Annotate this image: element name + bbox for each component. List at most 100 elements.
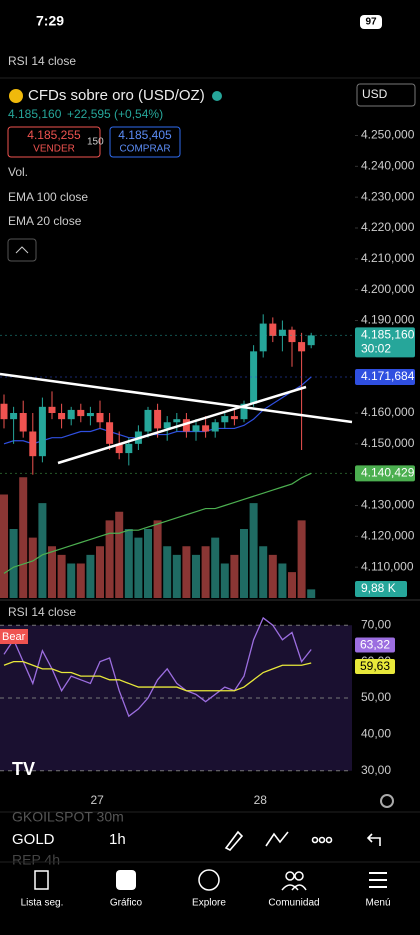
- volume-bar: [268, 554, 277, 598]
- rsi-tick-label: 50,00: [361, 690, 391, 704]
- hidden-row: GKOILSPOT 30m: [12, 809, 124, 825]
- indicator-label: RSI 14 close: [8, 54, 76, 68]
- candle-body: [259, 323, 267, 352]
- rsi-badge-label: 63,32: [360, 638, 390, 652]
- rsi-line: [3, 616, 312, 718]
- volume-bar: [201, 546, 210, 598]
- candle-body: [278, 329, 286, 336]
- candle-body: [29, 431, 37, 457]
- toolbar-symbol[interactable]: GOLD: [12, 831, 55, 848]
- spread: 150: [87, 137, 104, 148]
- nav-icon: [34, 870, 49, 890]
- y-tick-label: 4.220,000: [361, 220, 415, 234]
- collapse-button[interactable]: [7, 238, 37, 262]
- volume-bar: [297, 520, 306, 598]
- settings-icon[interactable]: [380, 794, 394, 808]
- rsi-tick-label: 30,00: [361, 763, 391, 777]
- status-time: 7:29: [36, 13, 64, 29]
- buy-button[interactable]: [109, 126, 181, 158]
- nav-label[interactable]: Lista seg.: [21, 898, 64, 909]
- volume-bar: [96, 546, 104, 598]
- volume-bar: [163, 546, 172, 598]
- rsi-badge-label: 59,63: [360, 659, 390, 673]
- volume-bar: [105, 520, 114, 598]
- buy-label: COMPRAR: [119, 144, 170, 155]
- currency: USD: [362, 87, 388, 101]
- price-badge-label: 4.185,160: [361, 328, 415, 342]
- candle-body: [202, 425, 210, 432]
- toolbar-interval[interactable]: 1h: [109, 831, 126, 848]
- y-tick-label: 4.210,000: [361, 251, 415, 265]
- rsi-tick-label: 40,00: [361, 727, 391, 741]
- price-badge-label: 4.171,684: [361, 369, 415, 383]
- volume-bar: [9, 529, 18, 598]
- volume-bar: [76, 563, 85, 598]
- volume-bar: [144, 529, 152, 598]
- volume-bar: [278, 563, 287, 598]
- volume-bar: [115, 511, 124, 598]
- bear-label: Bear: [2, 631, 26, 643]
- candle-body: [0, 403, 8, 420]
- chevron: [15, 246, 29, 254]
- y-tick-label: 4.230,000: [361, 189, 415, 203]
- nav-label[interactable]: Explore: [192, 898, 226, 909]
- nav-label[interactable]: Comunidad: [268, 898, 319, 909]
- volume-bar: [240, 529, 248, 598]
- candle-body: [163, 422, 171, 429]
- sell-button[interactable]: [7, 126, 101, 158]
- candle-body: [86, 413, 94, 417]
- candle-body: [173, 419, 181, 423]
- candle-body: [96, 413, 104, 423]
- x-tick-label: 27: [90, 793, 104, 807]
- battery: [360, 15, 382, 29]
- rsi-badge: [355, 637, 395, 653]
- draw-icon[interactable]: [224, 830, 244, 851]
- ema-line: [3, 472, 312, 574]
- candle-body: [192, 425, 200, 432]
- volume-bar: [307, 589, 316, 598]
- candle-body: [125, 443, 133, 454]
- volume-bar: [259, 546, 268, 598]
- more-icon[interactable]: [311, 836, 333, 844]
- volume-bar: [38, 503, 47, 598]
- rsi-title: RSI 14 close: [8, 605, 76, 619]
- volume-bar: [249, 503, 258, 598]
- undo-icon[interactable]: [366, 833, 381, 846]
- volume-bar: [192, 554, 200, 598]
- rsi-badge: [355, 658, 395, 674]
- ema20-label: EMA 20 close: [8, 214, 82, 228]
- y-tick-label: 4.240,000: [361, 159, 415, 173]
- y-tick-label: 4.150,000: [361, 436, 415, 450]
- candle-body: [307, 335, 315, 346]
- candle-body: [288, 329, 296, 343]
- pattern-icon[interactable]: [265, 831, 289, 847]
- nav-label[interactable]: Gráfico: [110, 898, 143, 909]
- x-tick-label: 28: [254, 793, 268, 807]
- candle-body: [48, 406, 56, 413]
- candle-body: [250, 351, 258, 404]
- bear-tag: [0, 629, 28, 644]
- volume-bar: [211, 537, 220, 598]
- candle-body: [230, 416, 238, 420]
- candle-body: [144, 409, 152, 432]
- logo: TV: [12, 759, 35, 779]
- volume-bar: [67, 563, 76, 598]
- nav-label[interactable]: Menú: [365, 898, 390, 909]
- next-row: REP 4h: [12, 852, 60, 868]
- price-badge-sub: 30:02: [361, 342, 391, 356]
- volume-bar: [230, 554, 239, 598]
- volume-bar: [0, 494, 8, 598]
- volume-bar: [134, 537, 143, 598]
- y-tick-label: 4.110,000: [361, 559, 414, 573]
- volume-bar: [182, 546, 191, 598]
- candle-body: [115, 443, 123, 454]
- sell-label: VENDER: [33, 144, 75, 155]
- volume-bar: [153, 520, 162, 598]
- plot: 4.250,000 4.240,000 4.230,000 4.220,000 4.21…: [0, 128, 415, 807]
- currency-select[interactable]: [356, 83, 416, 107]
- candle-body: [221, 416, 229, 423]
- symbol-name: CFDs sobre oro (USD/OZ): [28, 87, 205, 104]
